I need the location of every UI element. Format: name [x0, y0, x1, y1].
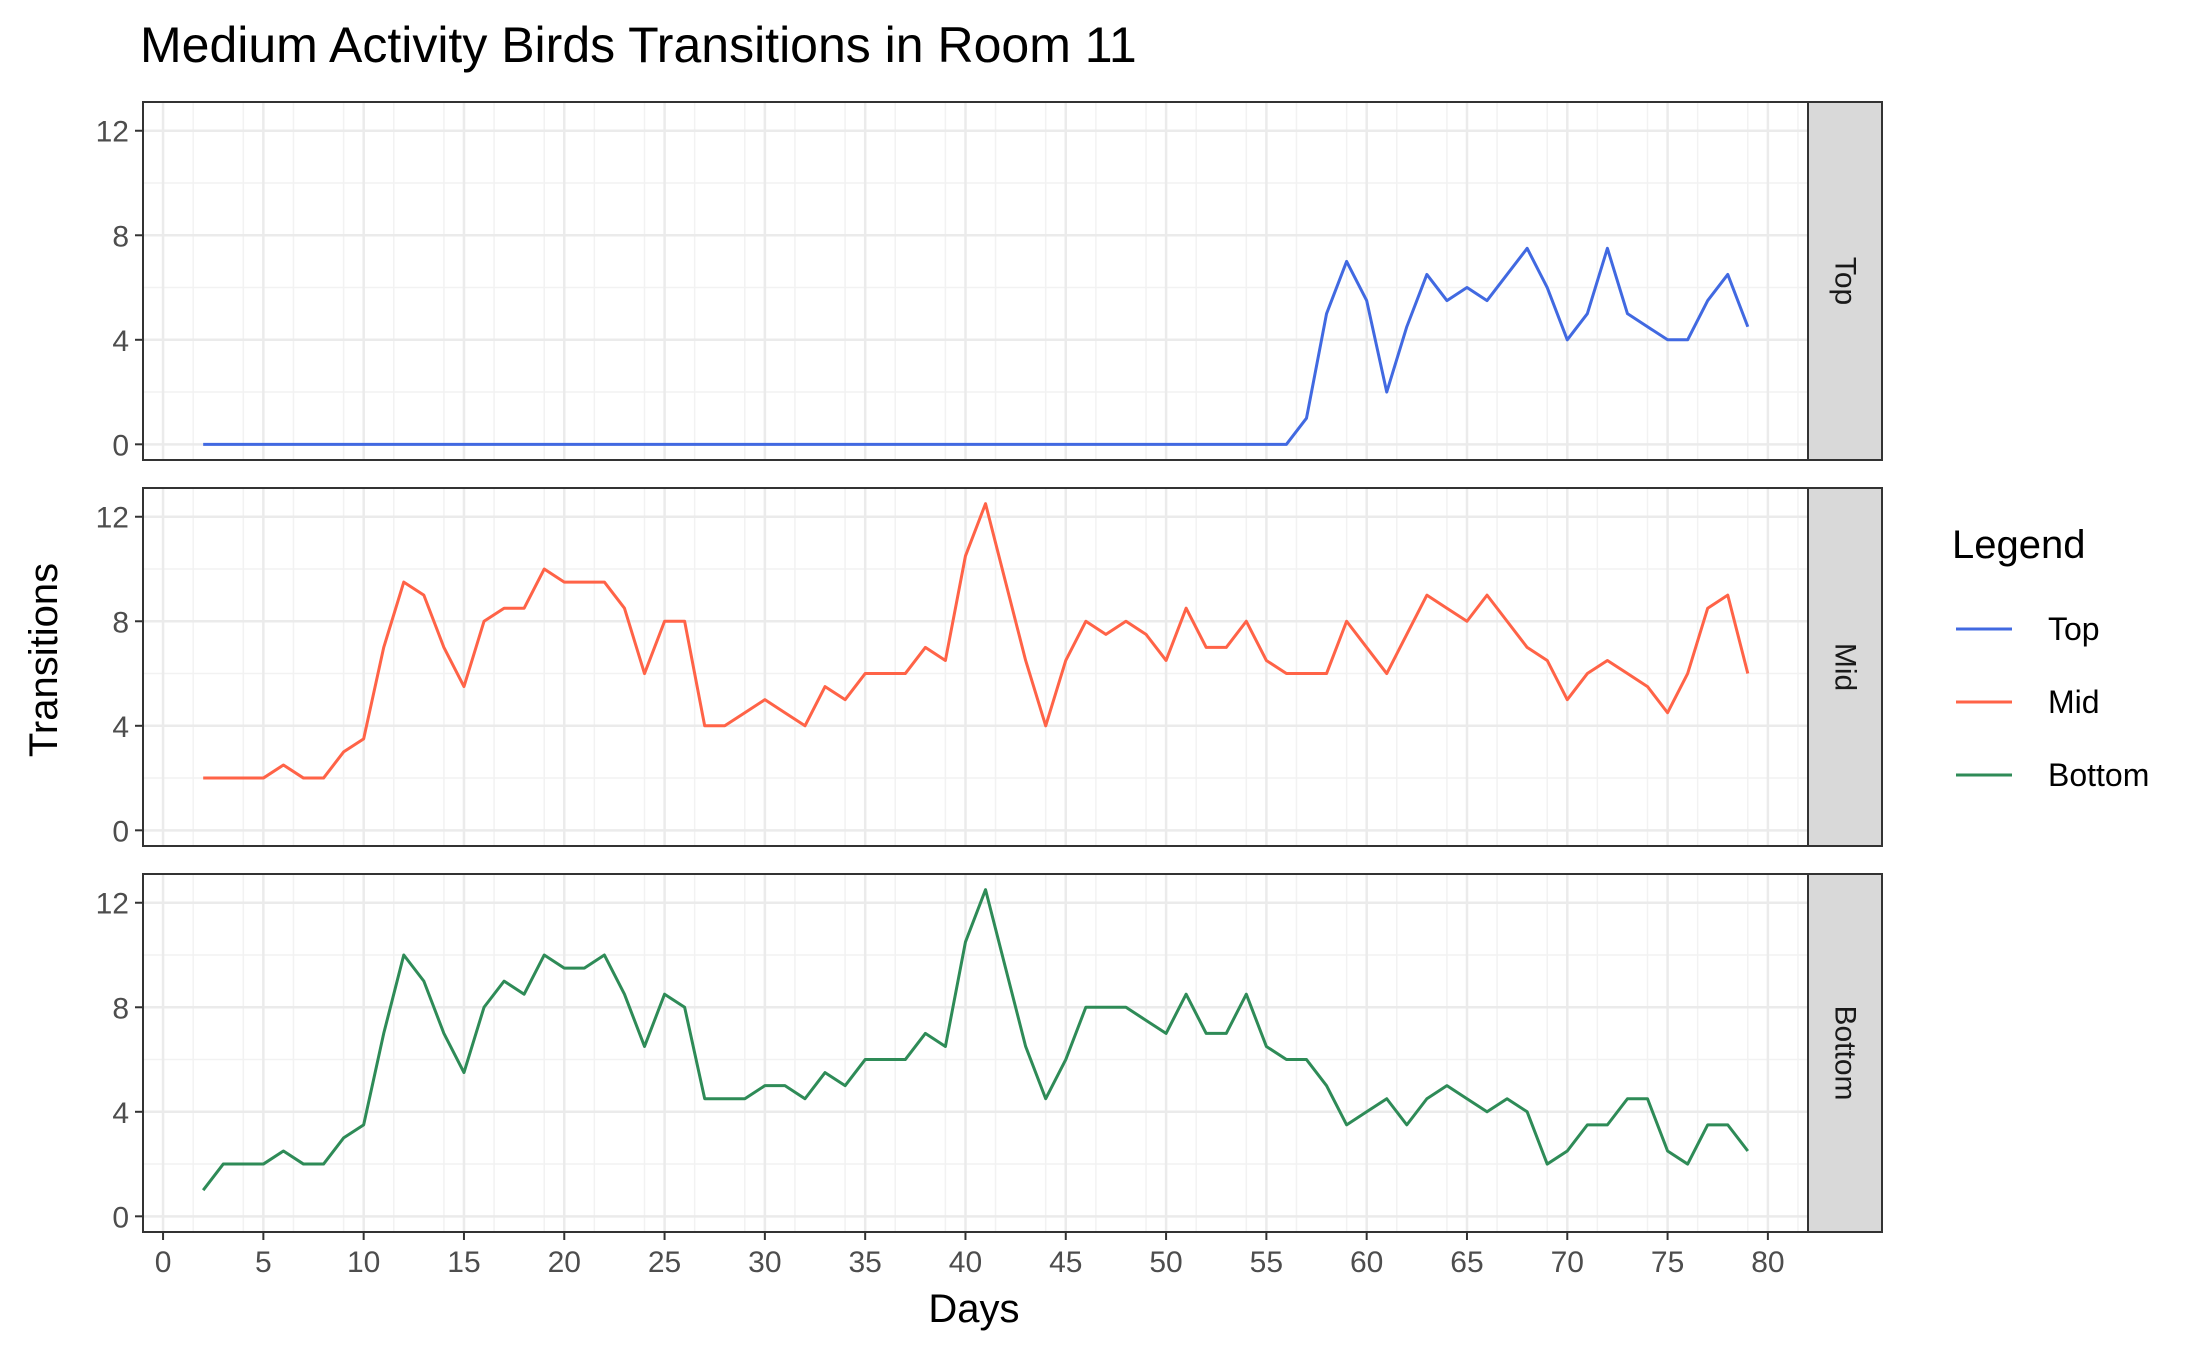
y-tick-label: 0 — [112, 1201, 129, 1234]
y-tick-label: 8 — [112, 606, 129, 639]
x-tick-label: 30 — [748, 1246, 781, 1279]
panel-border — [142, 873, 1809, 1233]
x-tick-label: 5 — [255, 1246, 272, 1279]
x-tick-label: 25 — [648, 1246, 681, 1279]
series-line-top — [203, 246, 1750, 446]
series-line-bottom — [201, 888, 1750, 1192]
panel-border — [142, 487, 1809, 847]
series-line-mid — [203, 502, 1750, 780]
legend-label-bottom: Bottom — [2048, 757, 2149, 793]
x-tick-label: 20 — [548, 1246, 581, 1279]
strip-top — [1807, 101, 1883, 461]
legend-label-top: Top — [2048, 611, 2100, 647]
panel-top: 0 4 8 12 Top — [96, 101, 1883, 462]
x-tick-label: 70 — [1551, 1246, 1584, 1279]
x-axis: 0 5 10 15 20 25 30 35 40 45 50 55 60 65 70 75 80 — [155, 1232, 1785, 1279]
x-tick-label: 35 — [848, 1246, 881, 1279]
y-tick-label: 8 — [112, 220, 129, 253]
x-tick-label: 60 — [1350, 1246, 1383, 1279]
y-tick-label: 4 — [112, 325, 129, 358]
chart-title: Medium Activity Birds Transitions in Roo… — [140, 17, 1137, 73]
y-tick-label: 0 — [112, 815, 129, 848]
panel-bottom: 0 4 8 12 Bottom — [96, 873, 1883, 1234]
x-tick-label: 80 — [1751, 1246, 1784, 1279]
panel-border — [142, 101, 1809, 461]
legend: Legend Top Mid Bottom — [1952, 523, 2149, 793]
strip-label-top: Top — [1829, 257, 1862, 305]
y-axis-title: Transitions — [22, 563, 66, 757]
x-axis-title: Days — [928, 1287, 1019, 1331]
x-tick-label: 50 — [1149, 1246, 1182, 1279]
y-tick-label: 4 — [112, 711, 129, 744]
strip-bottom — [1807, 873, 1883, 1233]
y-tick-label: 0 — [112, 429, 129, 462]
strip-label-mid: Mid — [1829, 643, 1862, 691]
x-tick-label: 65 — [1450, 1246, 1483, 1279]
legend-label-mid: Mid — [2048, 684, 2100, 720]
facet-panels: 0 4 8 12 Top 0 4 8 12 Mid 0 4 8 12 Bottom — [96, 101, 1883, 1234]
y-tick-label: 8 — [112, 992, 129, 1025]
x-tick-label: 15 — [447, 1246, 480, 1279]
panel-mid: 0 4 8 12 Mid — [96, 487, 1883, 848]
y-tick-label: 4 — [112, 1097, 129, 1130]
legend-title: Legend — [1952, 523, 2085, 567]
y-tick-label: 12 — [96, 116, 129, 149]
y-tick-label: 12 — [96, 502, 129, 535]
x-tick-label: 45 — [1049, 1246, 1082, 1279]
y-tick-label: 12 — [96, 888, 129, 921]
x-tick-label: 10 — [347, 1246, 380, 1279]
x-tick-label: 40 — [949, 1246, 982, 1279]
strip-mid — [1807, 487, 1883, 847]
x-tick-label: 75 — [1651, 1246, 1684, 1279]
strip-label-bottom: Bottom — [1829, 1005, 1862, 1100]
x-tick-label: 55 — [1250, 1246, 1283, 1279]
x-tick-label: 0 — [155, 1246, 172, 1279]
